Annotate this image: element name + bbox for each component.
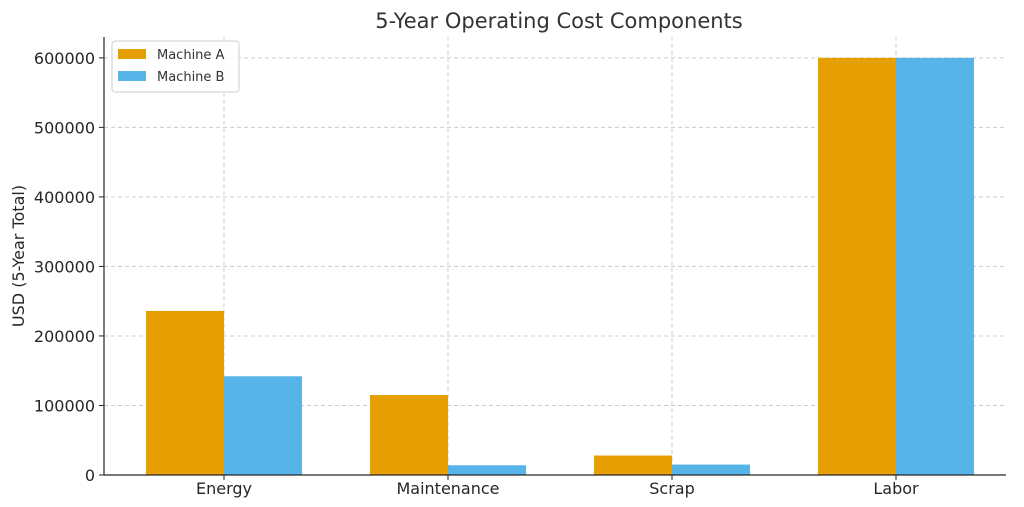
y-tick-label-400000: 400000 <box>34 188 95 207</box>
legend-label-machine-a: Machine A <box>157 48 225 63</box>
legend: Machine A Machine B <box>111 40 240 93</box>
bars <box>146 57 974 475</box>
bar-machine-b-labor <box>896 57 974 475</box>
y-tick-label-600000: 600000 <box>34 49 95 68</box>
y-tick-label-0: 0 <box>85 466 95 485</box>
bar-machine-b-energy <box>224 376 302 475</box>
bar-machine-a-energy <box>146 310 224 475</box>
bar-machine-b-scrap <box>672 464 750 475</box>
y-axis-label: USD (5-Year Total) <box>9 185 28 327</box>
y-tick-label-500000: 500000 <box>34 118 95 137</box>
axes <box>99 37 1006 480</box>
bar-machine-b-maintenance <box>448 465 526 475</box>
x-tick-label-energy: Energy <box>196 479 252 498</box>
x-tick-label-maintenance: Maintenance <box>396 479 499 498</box>
y-tick-label-200000: 200000 <box>34 327 95 346</box>
y-tick-label-300000: 300000 <box>34 257 95 276</box>
x-tick-label-labor: Labor <box>873 479 919 498</box>
bar-machine-a-scrap <box>594 455 672 475</box>
y-tick-label-100000: 100000 <box>34 396 95 415</box>
bar-machine-a-labor <box>818 57 896 475</box>
legend-label-machine-b: Machine B <box>157 70 224 85</box>
legend-swatch-machine-a <box>118 49 146 59</box>
legend-swatch-machine-b <box>118 71 146 81</box>
tick-labels: 0 100000 200000 300000 400000 500000 600000 Ene… <box>34 49 919 498</box>
bar-machine-a-maintenance <box>370 395 448 475</box>
x-tick-label-scrap: Scrap <box>649 479 695 498</box>
chart-title: 5-Year Operating Cost Components <box>375 9 742 33</box>
